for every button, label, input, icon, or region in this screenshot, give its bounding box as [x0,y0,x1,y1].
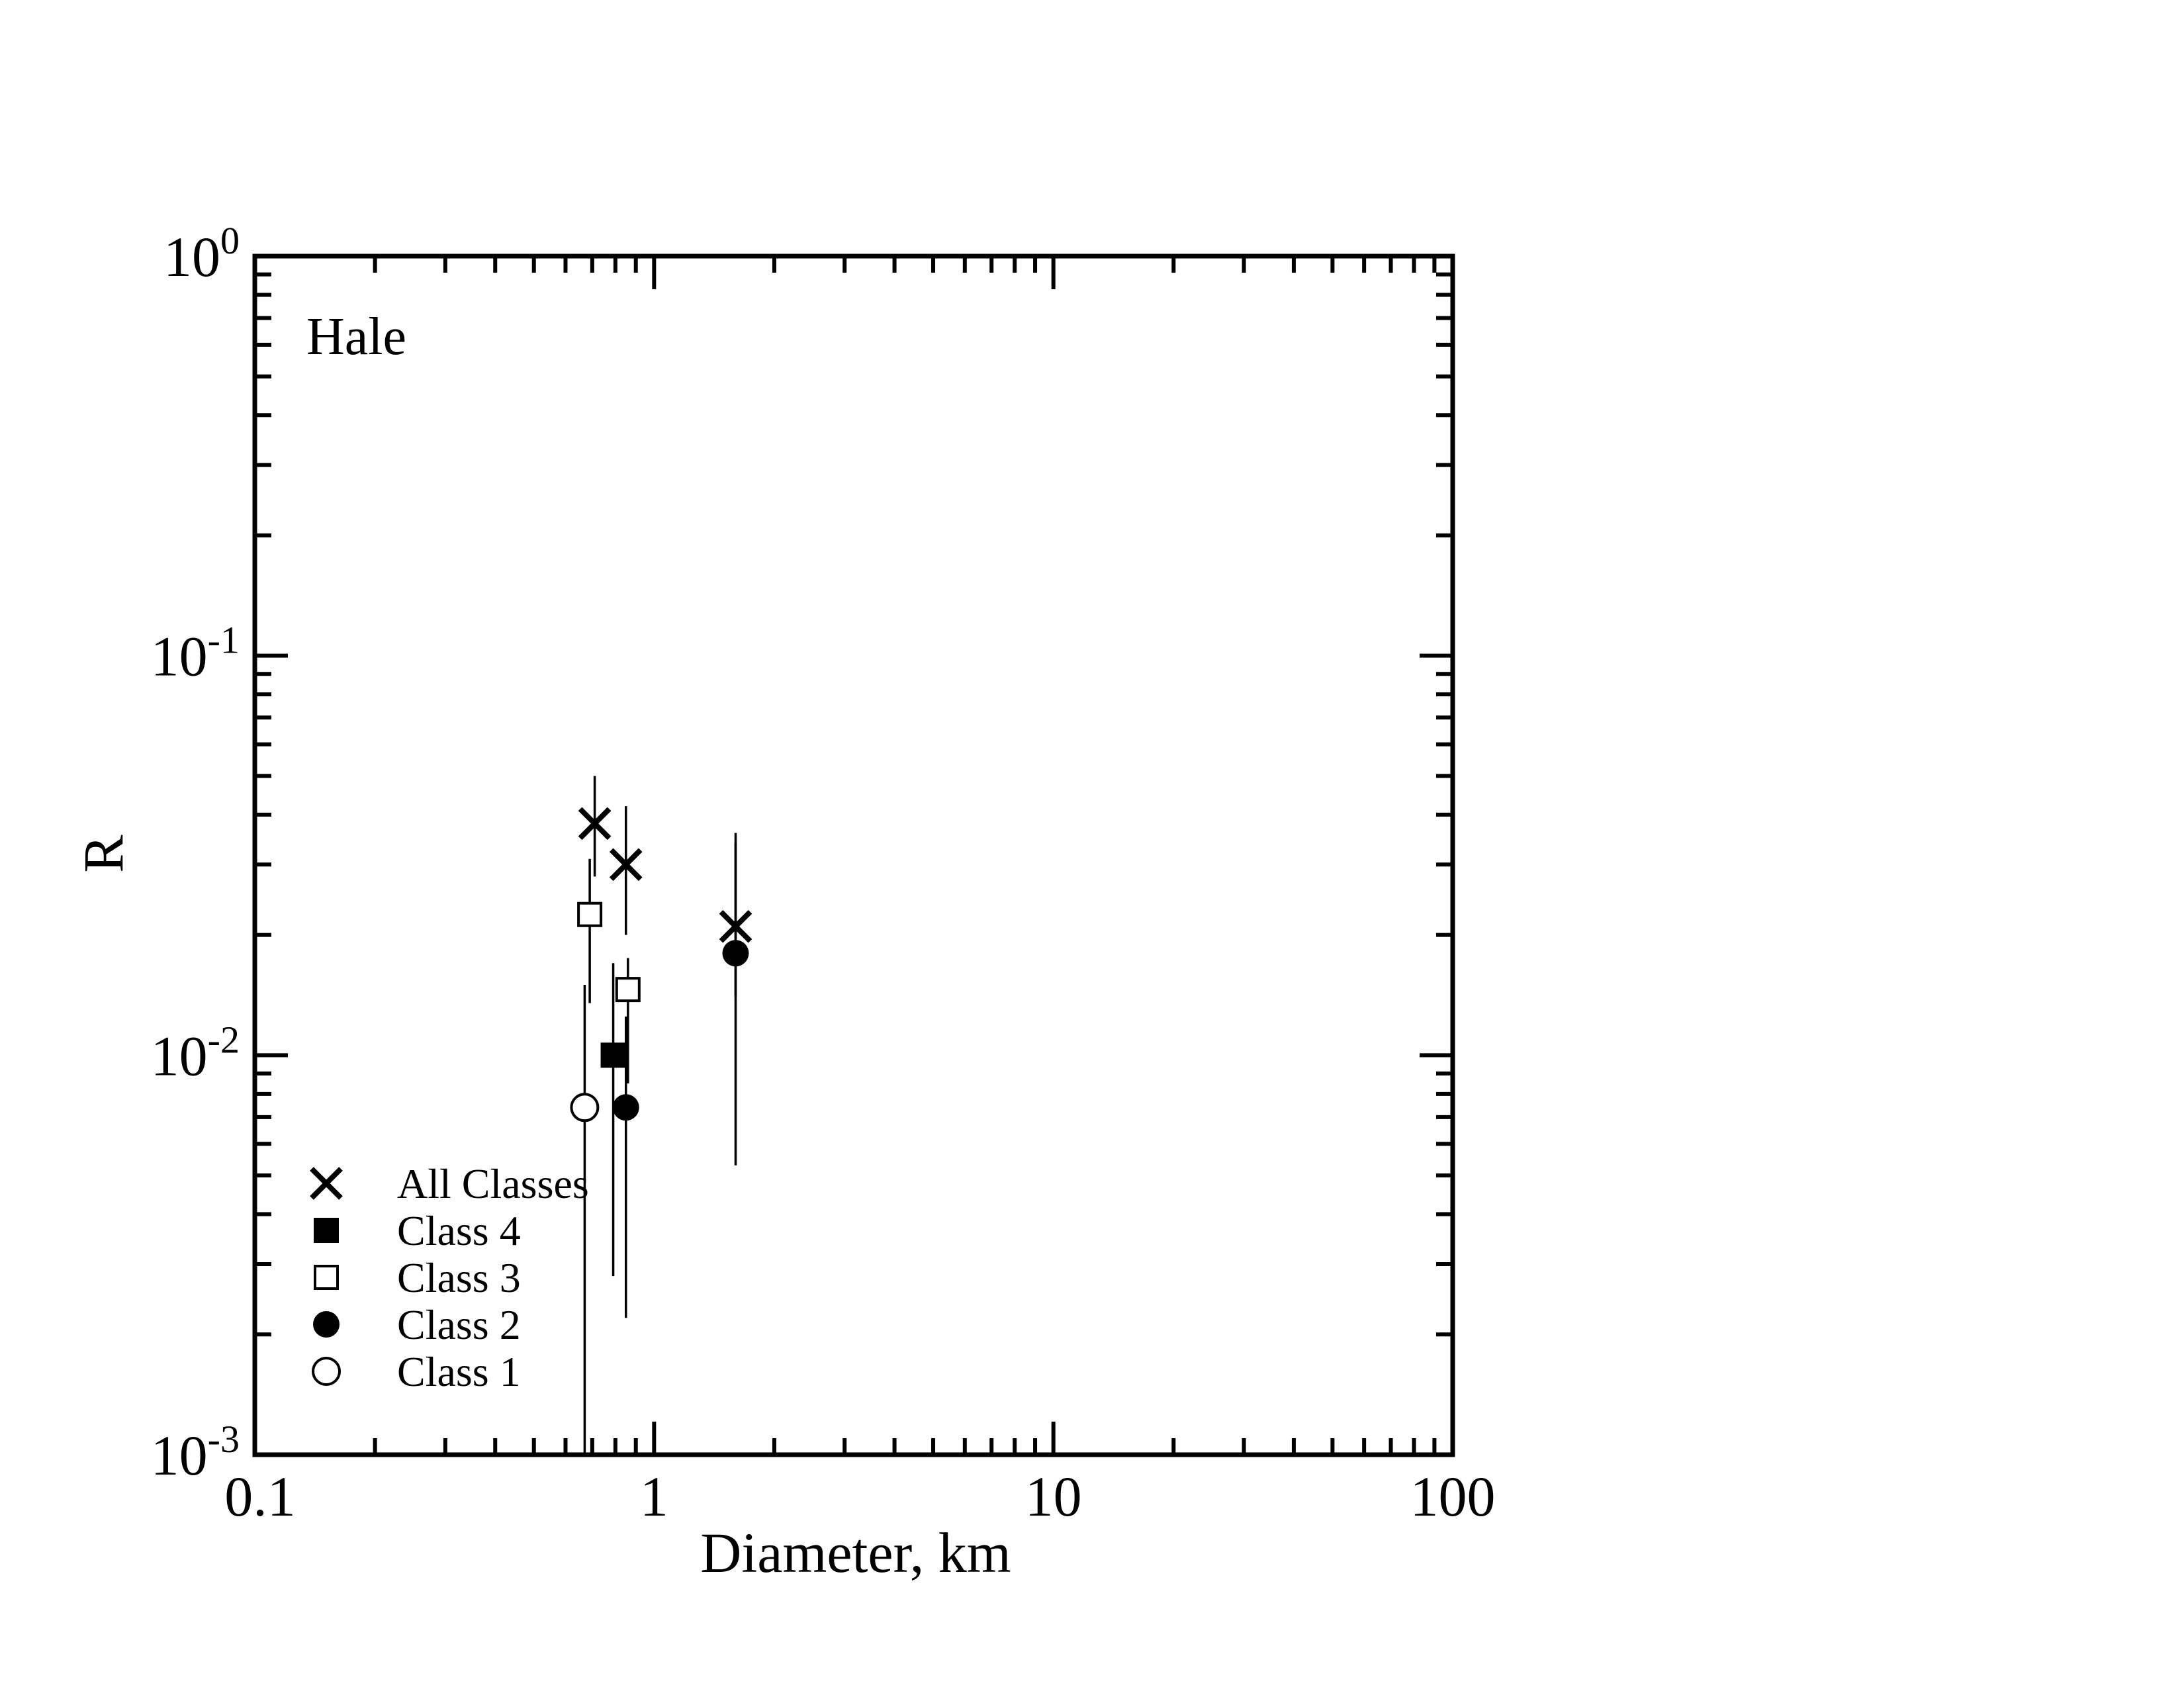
y-tick-label: 10-2 [151,1018,240,1087]
plot-frame [252,253,1455,1457]
legend-label: All Classes [397,1160,589,1207]
legend-marker [314,1265,339,1290]
legend-label: Class 4 [397,1207,521,1254]
data-point [578,807,612,841]
x-tick-label: 100 [1410,1465,1496,1528]
legend-label: Class 1 [397,1348,521,1395]
error-bars [583,776,737,1455]
data-point [570,1093,600,1122]
data-point [609,848,643,882]
axis-ticks [255,256,1453,1455]
x-axis-label: Diameter, km [700,1521,1011,1584]
data-points [570,807,752,1122]
data-point [577,901,603,927]
data-point [719,909,752,943]
x-tick-label: 1 [640,1465,668,1528]
x-tick-label: 10 [1025,1465,1082,1528]
data-point [600,1042,626,1068]
legend-marker [312,1357,341,1386]
legend-label: Class 2 [397,1301,521,1348]
data-point [722,940,749,967]
x-tick-label: 0.1 [224,1465,296,1528]
legend-marker [314,1218,339,1243]
y-tick-label: 10-1 [151,619,240,688]
y-tick-label: 100 [163,219,240,289]
legend-marker [310,1167,343,1200]
data-point [615,977,641,1003]
y-axis-label: R [71,835,135,873]
plot-annotation: Hale [306,308,406,366]
legend-label: Class 3 [397,1254,521,1301]
data-point [612,1094,639,1121]
legend-marker [313,1311,340,1338]
